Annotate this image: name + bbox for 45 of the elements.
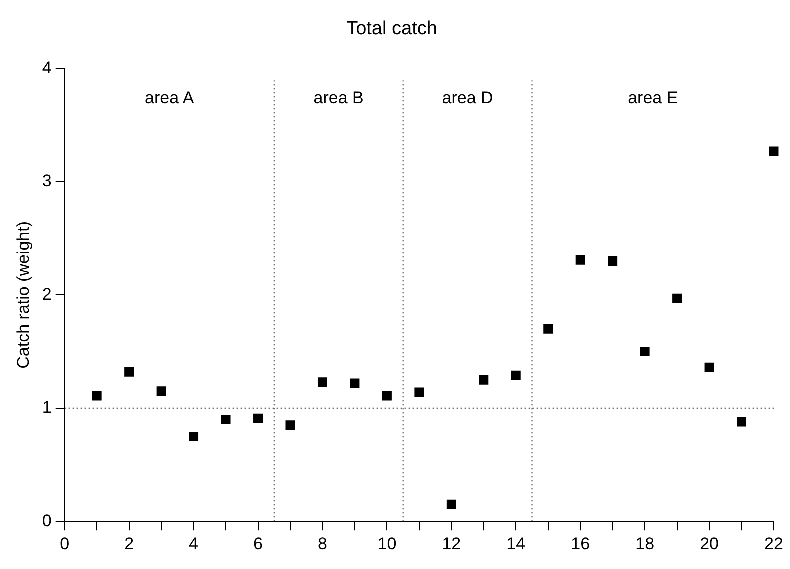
point bbox=[124, 367, 134, 377]
point bbox=[769, 146, 779, 156]
point bbox=[704, 362, 714, 372]
x-tick-label: 6 bbox=[254, 534, 263, 554]
y-tick-label: 3 bbox=[42, 172, 52, 191]
point bbox=[350, 378, 360, 388]
x-tick-label: 10 bbox=[378, 534, 397, 554]
x-tick-label: 22 bbox=[764, 534, 784, 554]
point bbox=[156, 386, 166, 396]
x-tick-label: 20 bbox=[700, 534, 719, 554]
point bbox=[511, 370, 521, 380]
chart-title: Total catch bbox=[346, 18, 438, 40]
point bbox=[672, 294, 682, 304]
point bbox=[92, 391, 102, 401]
point bbox=[221, 414, 231, 424]
x-tick-label: 12 bbox=[442, 534, 462, 554]
x-tick-label: 16 bbox=[571, 534, 590, 554]
y-tick-label: 1 bbox=[42, 398, 52, 418]
point bbox=[737, 417, 747, 427]
point bbox=[254, 414, 263, 424]
x-tick-label: 4 bbox=[189, 534, 199, 554]
point bbox=[318, 378, 328, 388]
annotation: area E bbox=[628, 88, 678, 108]
annotation: area D bbox=[442, 88, 494, 108]
annotation: area B bbox=[314, 88, 364, 108]
point bbox=[446, 500, 456, 510]
x-tick-label: 2 bbox=[124, 534, 134, 554]
point bbox=[286, 420, 296, 430]
x-tick-label: 14 bbox=[506, 534, 526, 554]
x-tick-label: 18 bbox=[636, 534, 655, 554]
y-tick-label: 2 bbox=[42, 284, 52, 304]
point bbox=[576, 255, 586, 265]
point bbox=[382, 391, 392, 401]
y-tick-label: 0 bbox=[42, 511, 52, 530]
point bbox=[189, 432, 199, 442]
point bbox=[640, 347, 650, 357]
point bbox=[544, 324, 554, 334]
annotation: area A bbox=[145, 88, 195, 108]
point bbox=[414, 388, 424, 398]
point bbox=[608, 256, 618, 266]
point bbox=[479, 375, 489, 385]
y-axis-title: Catch ratio (weight) bbox=[14, 222, 33, 369]
x-tick-label: 0 bbox=[60, 534, 70, 554]
x-tick-label: 8 bbox=[318, 534, 328, 554]
y-tick-label: 4 bbox=[42, 58, 52, 78]
